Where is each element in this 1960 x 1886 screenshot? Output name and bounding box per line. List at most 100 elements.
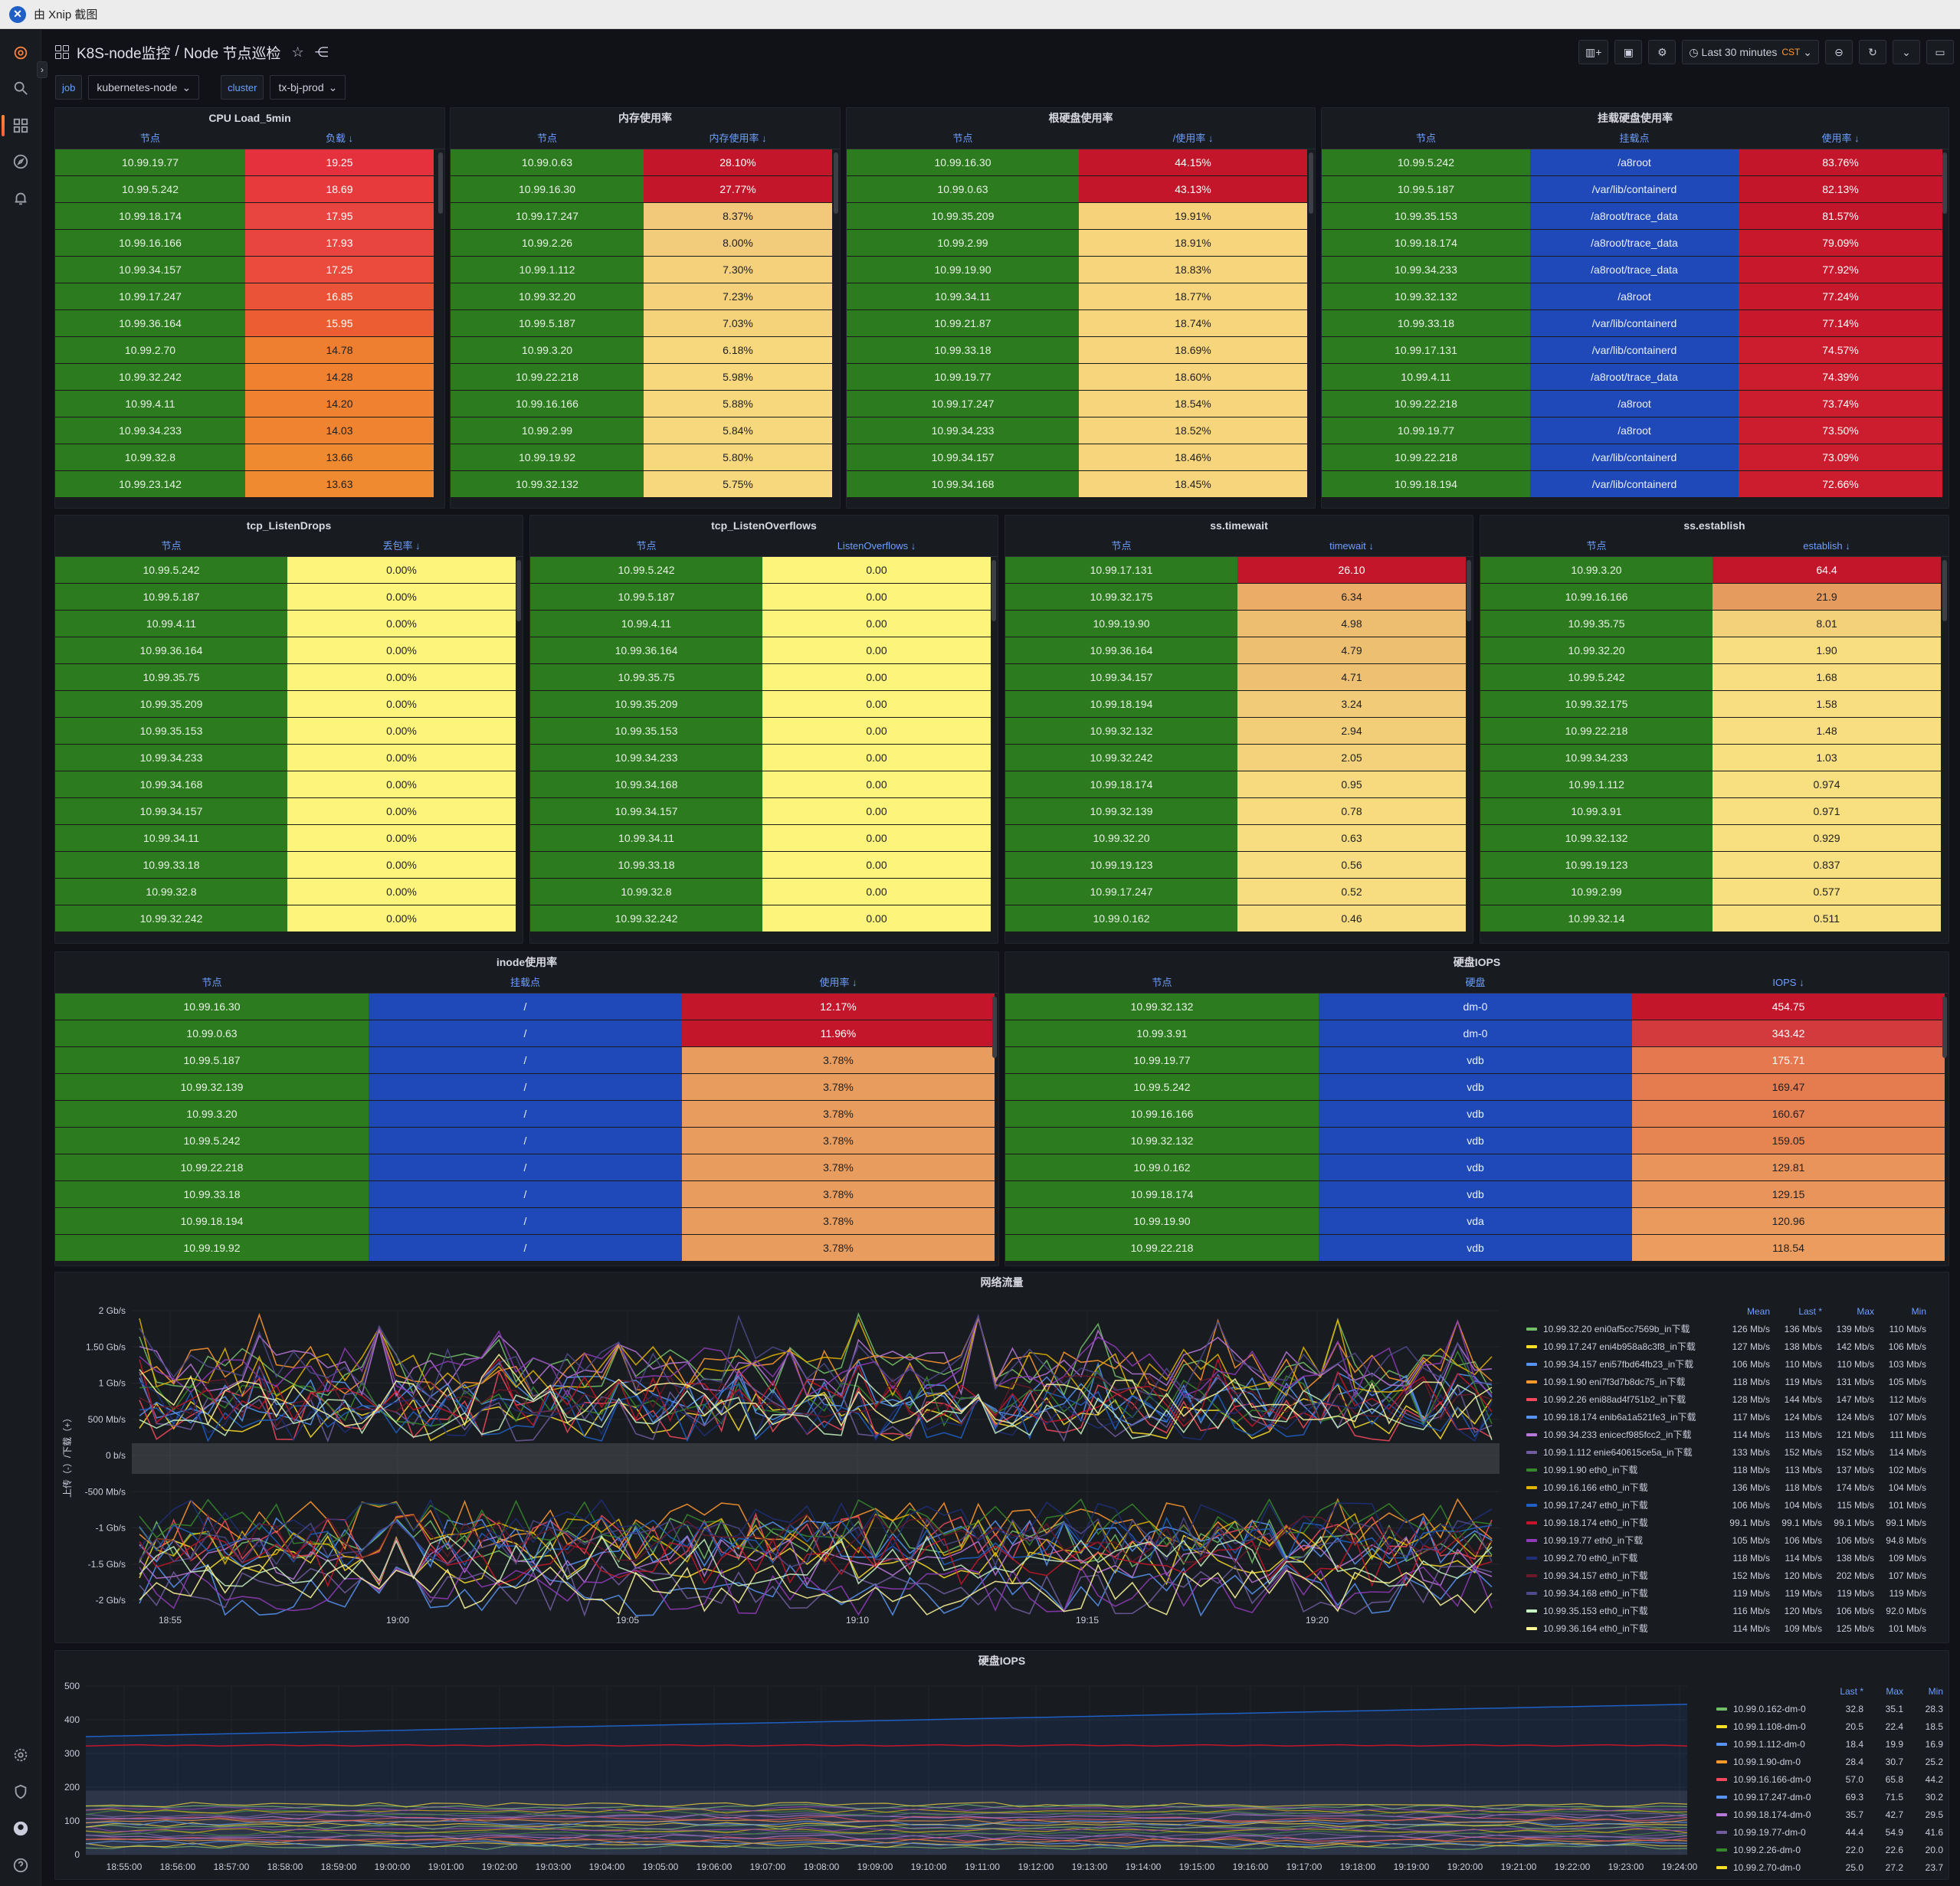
legend-column-header[interactable]: Min — [1928, 1686, 1943, 1697]
legend-item[interactable]: 10.99.18.174-dm-0 35.7 42.7 29.5 — [1716, 1806, 1945, 1823]
legend-item[interactable]: 10.99.17.247 eni4b958a8c3f8_in下载 127 Mb/s… — [1526, 1338, 1940, 1355]
explore-compass-icon[interactable] — [10, 151, 31, 172]
scrollbar[interactable] — [1942, 997, 1947, 1058]
column-header[interactable]: 节点 — [536, 133, 557, 144]
legend-item[interactable]: 10.99.32.20 eni0af5cc7569b_in下载 126 Mb/s 1… — [1526, 1320, 1940, 1338]
legend-item[interactable]: 10.99.36.164 eth0_in下载 114 Mb/s 109 Mb/s 12… — [1526, 1619, 1940, 1637]
scrollbar[interactable] — [1309, 152, 1313, 214]
dashboards-icon[interactable] — [10, 115, 31, 136]
column-header[interactable]: 节点 — [1586, 540, 1607, 552]
column-header[interactable]: /使用率 ↓ — [1172, 133, 1214, 144]
column-header[interactable]: 负载 ↓ — [325, 133, 354, 144]
add-panel-button[interactable]: ▥+ — [1578, 40, 1609, 64]
legend-item[interactable]: 10.99.1.90-dm-0 28.4 30.7 25.2 — [1716, 1753, 1945, 1770]
column-header[interactable]: timewait ↓ — [1329, 540, 1374, 552]
column-header[interactable]: IOPS ↓ — [1772, 977, 1804, 988]
share-icon[interactable]: ⋲ — [314, 44, 329, 60]
legend-item[interactable]: 10.99.2.26 eni88ad4f751b2_in下载 128 Mb/s 14… — [1526, 1390, 1940, 1408]
column-header[interactable]: 挂载点 — [1619, 133, 1650, 144]
zoom-out-button[interactable]: ⊖ — [1825, 40, 1853, 64]
table-row: 10.99.32.139/3.78% — [55, 1074, 998, 1101]
legend-column-header[interactable]: Max — [1857, 1306, 1874, 1317]
legend-item[interactable]: 10.99.2.26-dm-0 22.0 22.6 20.0 — [1716, 1841, 1945, 1858]
variable-select-job[interactable]: kubernetes-node ⌄ — [88, 75, 200, 100]
breadcrumb-dashboard[interactable]: Node 节点巡检 — [183, 45, 281, 62]
column-header[interactable]: 节点 — [636, 540, 657, 552]
settings-gear-icon[interactable] — [10, 1744, 31, 1766]
scrollbar[interactable] — [1467, 560, 1471, 621]
legend-column-header[interactable]: Last * — [1840, 1686, 1863, 1697]
table-row: 10.99.35.209 0.00 — [530, 691, 998, 718]
legend-item[interactable]: 10.99.2.70-dm-0 25.0 27.2 23.7 — [1716, 1858, 1945, 1876]
column-header[interactable]: 节点 — [202, 977, 222, 988]
user-avatar[interactable] — [10, 1818, 31, 1839]
legend-item[interactable]: 10.99.0.162-dm-0 32.8 35.1 28.3 — [1716, 1700, 1945, 1717]
legend-value: 19.9 — [1885, 1738, 1903, 1750]
dashboard-settings-button[interactable]: ⚙ — [1648, 40, 1676, 64]
mount-cell: vda — [1319, 1208, 1632, 1234]
column-header[interactable]: 节点 — [1111, 540, 1132, 552]
scrollbar[interactable] — [516, 560, 521, 621]
column-header[interactable]: 硬盘 — [1465, 977, 1486, 988]
tv-mode-button[interactable]: ▭ — [1926, 40, 1954, 64]
variable-select-cluster[interactable]: tx-bj-prod ⌄ — [270, 75, 346, 100]
legend-item[interactable]: 10.99.34.233 enicecf985fcc2_in下载 114 Mb/s… — [1526, 1426, 1940, 1443]
legend-item[interactable]: 10.99.19.77 eth0_in下载 105 Mb/s 106 Mb/s 106… — [1526, 1531, 1940, 1549]
disk-iops-chart[interactable]: 500 400 300 200 100 0 18:55:00 18:56:00 18:57:00… — [55, 1671, 1703, 1880]
legend-item[interactable]: 10.99.1.112-dm-0 18.4 19.9 16.9 — [1716, 1735, 1945, 1753]
column-header[interactable]: ListenOverflows ↓ — [837, 540, 916, 552]
grafana-logo-icon[interactable] — [10, 42, 31, 64]
scrollbar[interactable] — [1942, 152, 1947, 214]
scrollbar[interactable] — [992, 997, 997, 1058]
legend-item[interactable]: 10.99.18.174 eth0_in下载 99.1 Mb/s 99.1 Mb/s… — [1526, 1514, 1940, 1531]
legend-item[interactable]: 10.99.18.174 enib6a1a521fe3_in下载 117 Mb/s… — [1526, 1408, 1940, 1426]
legend-item[interactable]: 10.99.34.157 eth0_in下载 152 Mb/s 120 Mb/s 20… — [1526, 1567, 1940, 1584]
scrollbar[interactable] — [1942, 560, 1947, 621]
legend-item[interactable]: 10.99.34.157 eni57fbd64fb23_in下载 106 Mb/s… — [1526, 1355, 1940, 1373]
expand-nav-button[interactable]: › — [37, 61, 48, 78]
scrollbar[interactable] — [991, 560, 996, 621]
legend-item[interactable]: 10.99.1.90 eth0_in下载 118 Mb/s 113 Mb/s 137 … — [1526, 1461, 1940, 1478]
refresh-button[interactable]: ↻ — [1859, 40, 1886, 64]
column-header[interactable]: 使用率 ↓ — [1821, 133, 1860, 144]
legend-column-header[interactable]: Last * — [1798, 1306, 1822, 1317]
breadcrumb-folder[interactable]: K8S-node监控 — [77, 45, 171, 62]
legend-column-header[interactable]: Min — [1911, 1306, 1926, 1317]
legend-item[interactable]: 10.99.35.153 eth0_in下载 116 Mb/s 120 Mb/s 10… — [1526, 1602, 1940, 1619]
column-header[interactable]: 节点 — [1152, 977, 1172, 988]
scrollbar[interactable] — [834, 152, 838, 214]
value-cell: 0.52 — [1237, 879, 1466, 905]
legend-item[interactable]: 10.99.1.90 eni7f3d7b8dc75_in下载 118 Mb/s 11… — [1526, 1373, 1940, 1390]
legend-item[interactable]: 10.99.19.77-dm-0 44.4 54.9 41.6 — [1716, 1823, 1945, 1841]
legend-item[interactable]: 10.99.2.70 eth0_in下载 118 Mb/s 114 Mb/s 138 … — [1526, 1549, 1940, 1567]
legend-column-header[interactable]: Max — [1886, 1686, 1903, 1697]
search-icon[interactable] — [10, 77, 31, 99]
legend-item[interactable]: 10.99.16.166-dm-0 57.0 65.8 44.2 — [1716, 1770, 1945, 1788]
scrollbar[interactable] — [438, 152, 443, 214]
network-traffic-chart[interactable]: 2 Gb/s 1.50 Gb/s 1 Gb/s 500 Mb/s 0 b/s -500 M… — [55, 1292, 1511, 1629]
column-header[interactable]: 节点 — [139, 133, 160, 144]
alerting-bell-icon[interactable] — [10, 188, 31, 209]
legend-item[interactable]: 10.99.1.112 enie640615ce5a_in下载 133 Mb/s 1… — [1526, 1443, 1940, 1461]
help-icon[interactable] — [10, 1855, 31, 1876]
legend-item[interactable]: 10.99.17.247-dm-0 69.3 71.5 30.2 — [1716, 1788, 1945, 1806]
legend-item[interactable]: 10.99.16.166 eth0_in下载 136 Mb/s 118 Mb/s 17… — [1526, 1478, 1940, 1496]
column-header[interactable]: 节点 — [161, 540, 182, 552]
column-header[interactable]: 内存使用率 ↓ — [709, 133, 767, 144]
value-cell: 14.03 — [245, 417, 434, 444]
save-dashboard-button[interactable]: ▣ — [1614, 40, 1643, 64]
column-header[interactable]: 使用率 ↓ — [819, 977, 857, 988]
star-icon[interactable]: ☆ — [291, 44, 304, 60]
refresh-interval-dropdown[interactable]: ⌄ — [1893, 40, 1920, 64]
column-header[interactable]: 挂载点 — [510, 977, 540, 988]
column-header[interactable]: 丢包率 ↓ — [382, 540, 421, 552]
shield-icon[interactable] — [10, 1781, 31, 1803]
column-header[interactable]: establish ↓ — [1803, 540, 1850, 552]
legend-item[interactable]: 10.99.1.108-dm-0 20.5 22.4 18.5 — [1716, 1717, 1945, 1735]
legend-column-header[interactable]: Mean — [1746, 1306, 1770, 1317]
time-range-picker[interactable]: ◷ Last 30 minutes CST ⌄ — [1682, 40, 1819, 64]
column-header[interactable]: 节点 — [1415, 133, 1436, 144]
legend-item[interactable]: 10.99.17.247 eth0_in下载 106 Mb/s 104 Mb/s 11… — [1526, 1496, 1940, 1514]
column-header[interactable]: 节点 — [952, 133, 973, 144]
legend-item[interactable]: 10.99.34.168 eth0_in下载 119 Mb/s 119 Mb/s 11… — [1526, 1584, 1940, 1602]
